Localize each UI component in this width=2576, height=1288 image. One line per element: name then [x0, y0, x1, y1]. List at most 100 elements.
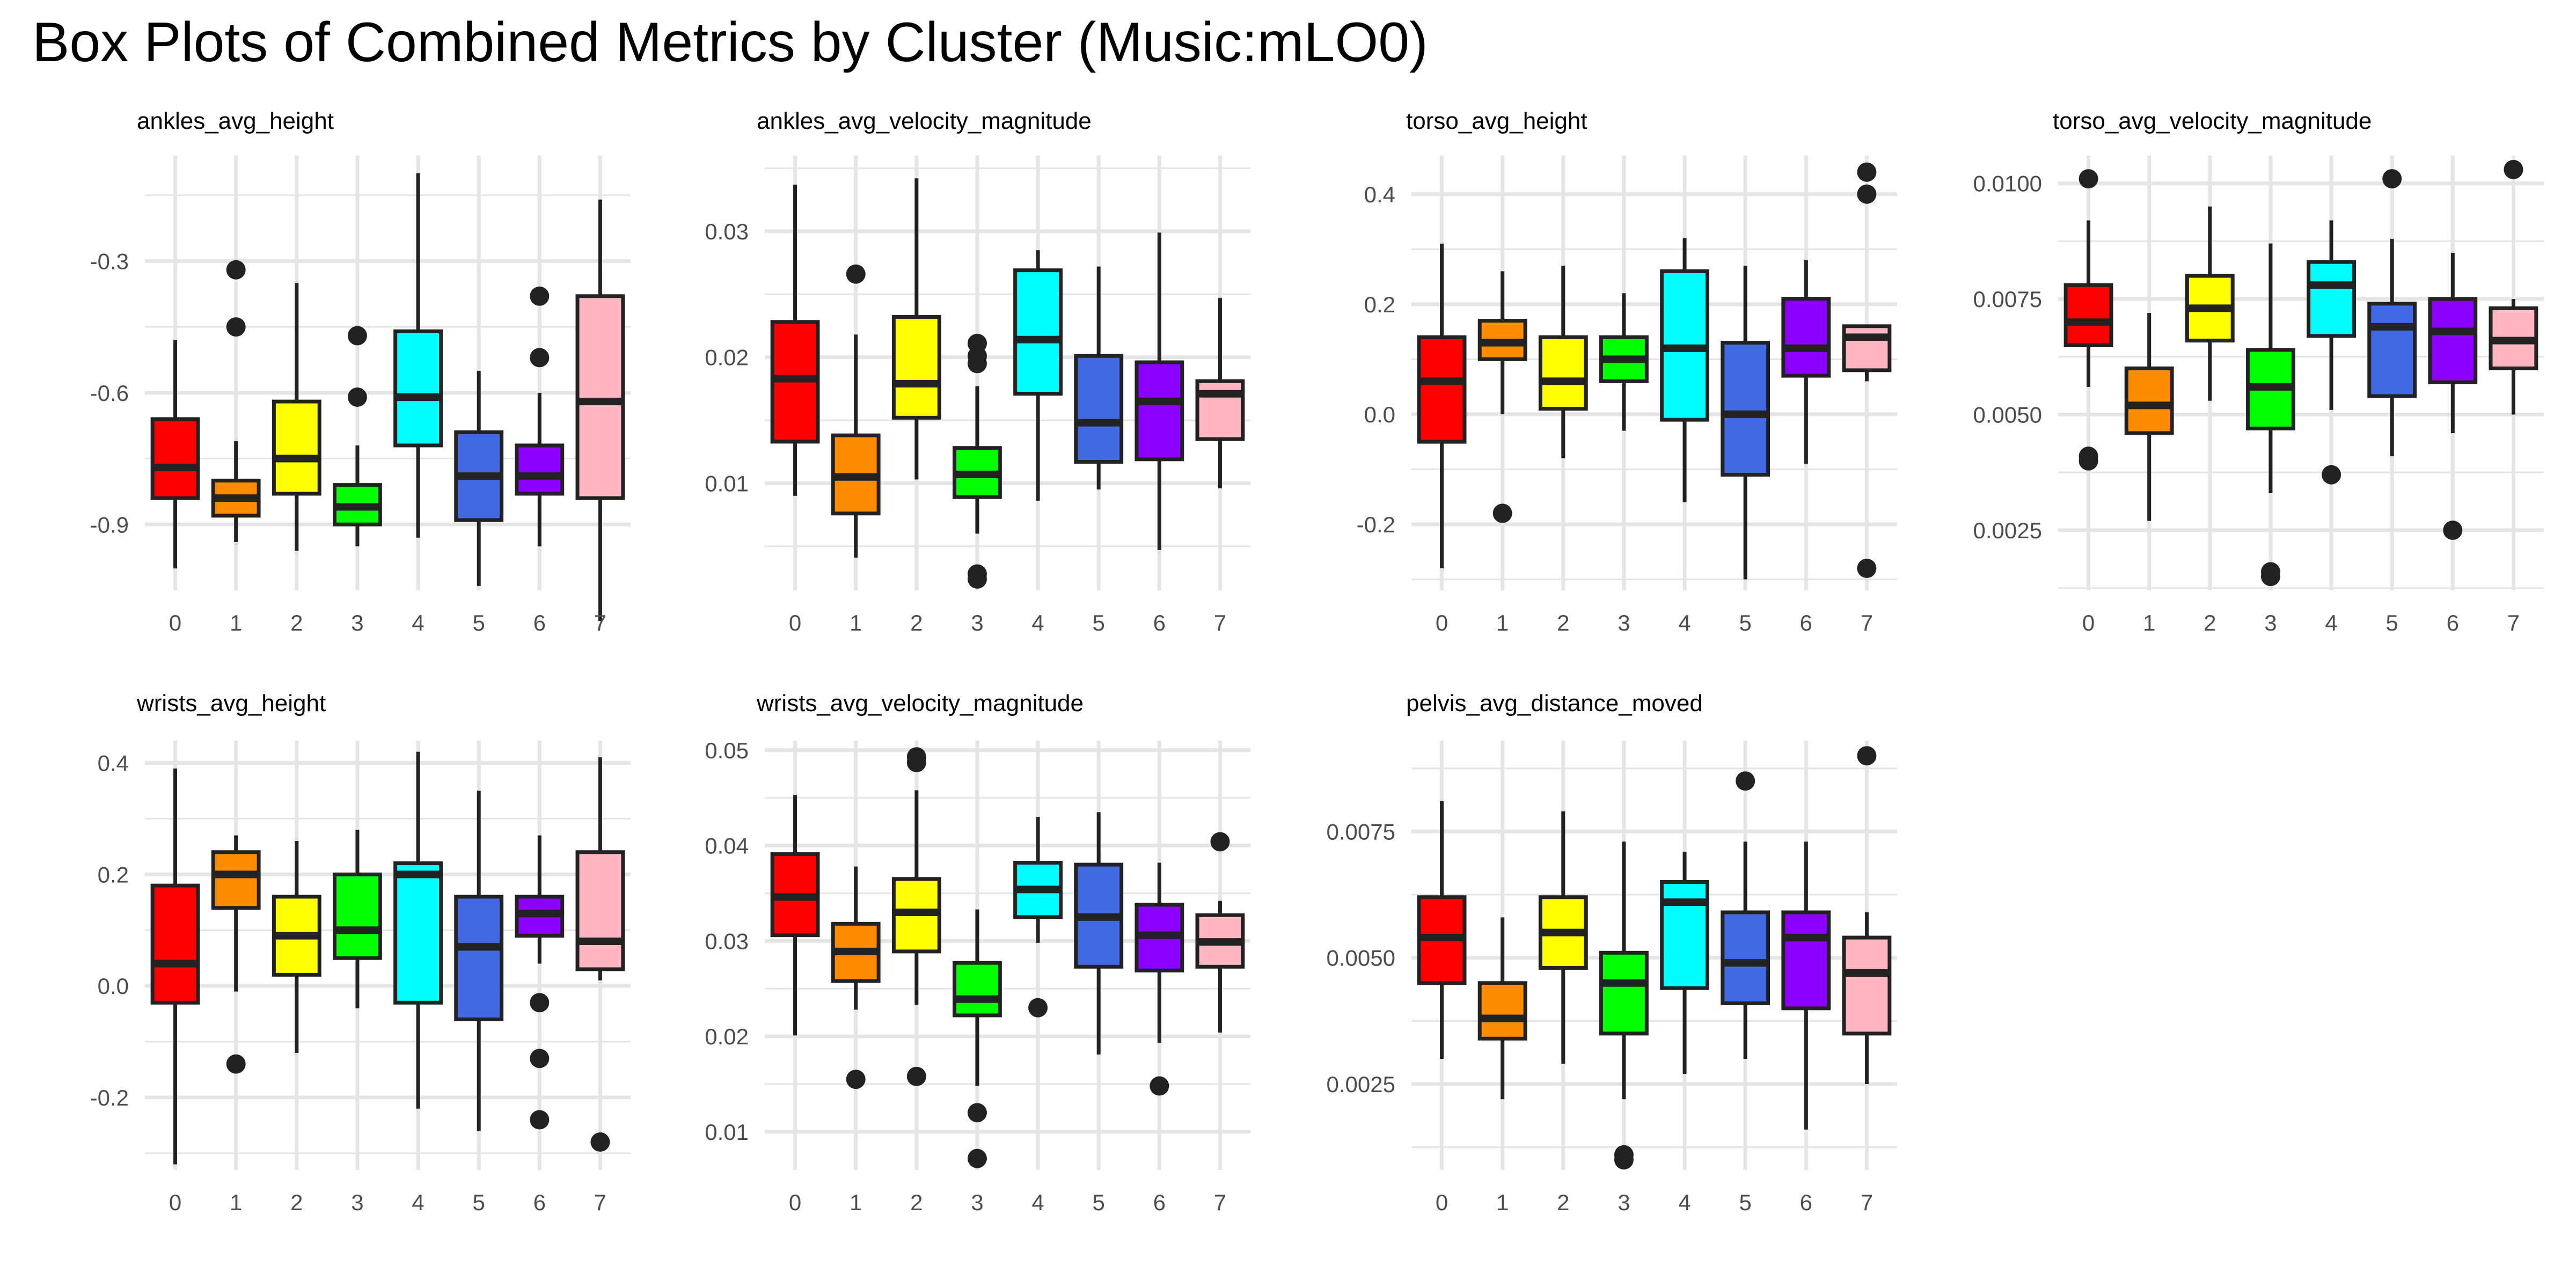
outlier-point — [530, 348, 550, 368]
box-cluster-0 — [2063, 169, 2113, 471]
y-tick-label: 0.05 — [705, 738, 749, 763]
outlier-point — [1857, 558, 1877, 578]
outlier-point — [226, 317, 246, 337]
box-cluster-1 — [831, 866, 881, 1089]
panel-title: pelvis_avg_distance_moved — [1406, 690, 1703, 716]
x-tick-label: 3 — [351, 610, 363, 635]
box-iqr — [1195, 379, 1245, 441]
box-iqr — [1135, 360, 1184, 462]
outlier-point — [347, 326, 367, 346]
box-iqr — [1721, 341, 1770, 477]
box-cluster-1 — [1477, 271, 1527, 523]
outlier-point — [967, 569, 987, 589]
y-tick-label: 0.0075 — [1327, 819, 1395, 844]
x-tick-label: 0 — [1436, 1190, 1448, 1215]
box-iqr — [2367, 302, 2417, 398]
box-cluster-6 — [1781, 841, 1831, 1130]
box-iqr — [1781, 910, 1831, 1011]
x-tick-label: 6 — [533, 610, 546, 635]
x-tick-label: 5 — [473, 1190, 485, 1215]
y-tick-label: 0.0025 — [1327, 1072, 1395, 1097]
y-tick-label: 0.03 — [705, 928, 749, 954]
box-cluster-0 — [1417, 244, 1467, 568]
panel-pelvis_avg_distance_moved: pelvis_avg_distance_moved 0.0025 0.0050 0.0… — [1327, 690, 1897, 1215]
panel-ankles_avg_height: ankles_avg_height -0.9 -0.6 -0.3 0 1 2 3 4 5 6 7 — [90, 108, 631, 635]
x-tick-label: 7 — [1861, 1190, 1873, 1215]
box-cluster-4 — [1013, 817, 1063, 1018]
x-tick-label: 3 — [351, 1190, 363, 1215]
box-iqr — [150, 883, 200, 1005]
outlier-point — [906, 1066, 926, 1086]
box-cluster-7 — [1195, 298, 1245, 488]
x-tick-label: 4 — [1031, 610, 1044, 635]
outlier-point — [967, 354, 987, 374]
box-cluster-3 — [1599, 293, 1649, 431]
y-tick-label: -0.2 — [1357, 512, 1395, 537]
outlier-point — [1028, 998, 1048, 1018]
x-tick-label: 4 — [1678, 610, 1690, 635]
box-cluster-6 — [1135, 862, 1184, 1096]
x-tick-label: 1 — [230, 610, 242, 635]
box-cluster-6 — [1781, 260, 1831, 464]
panel-title: ankles_avg_velocity_magnitude — [757, 108, 1092, 134]
y-tick-label: -0.2 — [90, 1085, 129, 1110]
y-tick-label: 0.2 — [1364, 292, 1395, 317]
outlier-point — [530, 286, 550, 306]
x-tick-label: 7 — [594, 610, 606, 635]
outlier-point — [2443, 520, 2463, 540]
box-iqr — [1721, 910, 1770, 1005]
panel-title: wrists_avg_velocity_magnitude — [756, 690, 1084, 716]
box-cluster-5 — [1074, 812, 1124, 1055]
x-tick-label: 5 — [1093, 1190, 1105, 1215]
outlier-point — [530, 1049, 550, 1069]
box-cluster-5 — [454, 791, 504, 1131]
y-tick-label: 0.0025 — [1973, 518, 2042, 543]
x-tick-label: 1 — [850, 610, 862, 635]
outlier-point — [1857, 162, 1877, 182]
y-tick-label: 0.03 — [705, 219, 749, 244]
box-cluster-3 — [2246, 243, 2295, 587]
x-tick-label: 3 — [971, 610, 983, 635]
x-tick-label: 1 — [230, 1190, 242, 1215]
box-cluster-5 — [1721, 266, 1770, 580]
box-cluster-2 — [1538, 811, 1588, 1064]
x-tick-label: 0 — [1436, 610, 1448, 635]
box-cluster-0 — [1417, 801, 1467, 1059]
box-cluster-7 — [575, 199, 625, 621]
box-iqr — [150, 417, 200, 500]
outlier-point — [2382, 169, 2402, 189]
x-tick-label: 5 — [1093, 610, 1105, 635]
box-cluster-0 — [770, 185, 820, 496]
box-cluster-4 — [2307, 220, 2356, 485]
outlier-point — [906, 752, 926, 772]
box-cluster-7 — [1842, 162, 1892, 578]
y-tick-label: -0.9 — [90, 512, 129, 537]
x-tick-label: 2 — [910, 1190, 923, 1215]
x-tick-label: 4 — [412, 610, 424, 635]
box-iqr — [1842, 324, 1892, 372]
box-iqr — [2307, 260, 2356, 338]
x-tick-label: 2 — [2204, 610, 2216, 635]
y-tick-label: -0.3 — [90, 248, 129, 274]
y-tick-label: 0.2 — [98, 862, 129, 887]
outlier-point — [2260, 567, 2280, 587]
outlier-point — [1857, 746, 1877, 766]
box-iqr — [1538, 335, 1588, 411]
page-title: Box Plots of Combined Metrics by Cluster… — [32, 11, 1428, 74]
outlier-point — [1150, 1076, 1169, 1096]
box-iqr — [211, 850, 261, 910]
x-tick-label: 7 — [2507, 610, 2520, 635]
outlier-point — [2322, 465, 2341, 485]
panel-title: torso_avg_height — [1406, 108, 1587, 134]
x-tick-label: 3 — [971, 1190, 983, 1215]
outlier-point — [1492, 503, 1512, 523]
box-cluster-5 — [1074, 266, 1124, 490]
panel-title: ankles_avg_height — [137, 108, 334, 134]
outlier-point — [1857, 184, 1877, 204]
box-cluster-4 — [1660, 852, 1709, 1074]
y-tick-label: 0.0050 — [1973, 402, 2042, 428]
box-cluster-7 — [1195, 832, 1245, 1033]
x-tick-label: 2 — [290, 610, 303, 635]
box-cluster-0 — [770, 795, 820, 1036]
box-iqr — [515, 443, 565, 496]
